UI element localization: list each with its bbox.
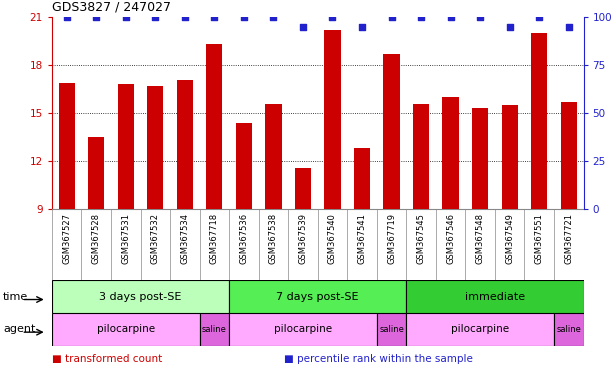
Point [445, 14, 455, 20]
Point [327, 14, 337, 20]
Bar [406, 313, 554, 346]
Point [416, 14, 426, 20]
Bar [59, 83, 75, 209]
Text: GSM367532: GSM367532 [151, 213, 160, 264]
Text: GSM367545: GSM367545 [417, 213, 426, 264]
Point [268, 14, 278, 20]
Point [357, 24, 367, 30]
Text: GSM367721: GSM367721 [564, 213, 573, 264]
Bar [229, 313, 377, 346]
Text: saline: saline [379, 325, 404, 334]
Text: GSM367549: GSM367549 [505, 213, 514, 264]
Text: agent: agent [3, 324, 35, 334]
Point [210, 14, 219, 20]
Text: GSM367528: GSM367528 [92, 213, 101, 264]
Point [62, 14, 71, 20]
Bar [502, 105, 518, 209]
Bar [554, 313, 584, 346]
Bar [561, 102, 577, 209]
Text: saline: saline [556, 325, 581, 334]
Point [475, 14, 485, 20]
Text: GSM367534: GSM367534 [180, 213, 189, 264]
Point [534, 14, 544, 20]
Point [92, 14, 101, 20]
Bar [406, 280, 584, 313]
Text: ■ percentile rank within the sample: ■ percentile rank within the sample [284, 354, 473, 364]
Text: time: time [3, 291, 28, 302]
Text: GSM367539: GSM367539 [298, 213, 307, 264]
Point [121, 14, 131, 20]
Text: GSM367546: GSM367546 [446, 213, 455, 264]
Bar [377, 313, 406, 346]
Bar [413, 104, 429, 209]
Bar [472, 109, 488, 209]
Bar [229, 280, 406, 313]
Point [298, 24, 308, 30]
Point [180, 14, 189, 20]
Bar [118, 84, 134, 209]
Point [387, 14, 397, 20]
Text: pilocarpine: pilocarpine [274, 324, 332, 334]
Bar [52, 313, 200, 346]
Bar [384, 54, 400, 209]
Text: GSM367527: GSM367527 [62, 213, 71, 264]
Point [505, 24, 514, 30]
Text: pilocarpine: pilocarpine [97, 324, 155, 334]
Text: GSM367536: GSM367536 [240, 213, 249, 264]
Point [150, 14, 160, 20]
Bar [531, 33, 547, 209]
Text: GSM367718: GSM367718 [210, 213, 219, 264]
Bar [236, 123, 252, 209]
Point [239, 14, 249, 20]
Bar [147, 86, 163, 209]
Bar [265, 104, 282, 209]
Bar [207, 45, 222, 209]
Text: GSM367719: GSM367719 [387, 213, 396, 264]
Text: GSM367540: GSM367540 [328, 213, 337, 264]
Text: GSM367538: GSM367538 [269, 213, 278, 264]
Text: 7 days post-SE: 7 days post-SE [276, 291, 359, 302]
Bar [295, 168, 311, 209]
Text: GSM367551: GSM367551 [535, 213, 544, 264]
Text: GSM367531: GSM367531 [121, 213, 130, 264]
Bar [354, 149, 370, 209]
Text: GSM367548: GSM367548 [475, 213, 485, 264]
Bar [52, 280, 229, 313]
Text: 3 days post-SE: 3 days post-SE [100, 291, 181, 302]
Text: saline: saline [202, 325, 227, 334]
Bar [200, 313, 229, 346]
Text: ■ transformed count: ■ transformed count [52, 354, 162, 364]
Point [564, 24, 574, 30]
Text: immediate: immediate [465, 291, 525, 302]
Text: GDS3827 / 247027: GDS3827 / 247027 [52, 0, 171, 13]
Text: GSM367541: GSM367541 [357, 213, 367, 264]
Bar [324, 30, 340, 209]
Text: pilocarpine: pilocarpine [451, 324, 509, 334]
Bar [442, 97, 459, 209]
Bar [177, 80, 193, 209]
Bar [88, 137, 104, 209]
